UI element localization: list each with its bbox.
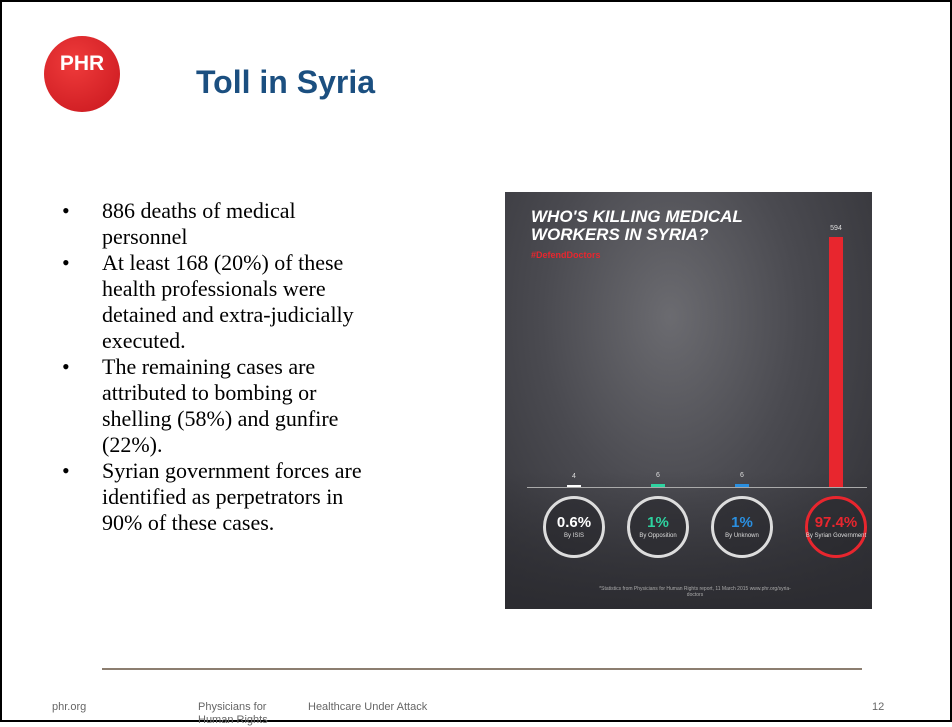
share-value: 97.4% (805, 514, 867, 531)
bullet: The remaining cases are attributed to bo… (62, 354, 362, 458)
share-label: By Opposition (627, 533, 689, 540)
source-note: *Statistics from Physicians for Human Ri… (595, 586, 795, 598)
logo: PHR (44, 36, 120, 112)
bar-count: 594 (816, 225, 856, 232)
bullet: At least 168 (20%) of these health profe… (62, 250, 362, 354)
bar (567, 485, 581, 487)
bar-count: 6 (638, 472, 678, 479)
bar (651, 484, 665, 487)
bar (829, 237, 843, 487)
logo-text: PHR (44, 52, 120, 76)
share-label: By Unknown (711, 533, 773, 540)
baseline (527, 487, 867, 488)
slide: PHR Toll in Syria 886 deaths of medical … (0, 0, 952, 722)
share-value: 1% (711, 514, 773, 531)
footer-site: phr.org (52, 701, 86, 714)
page-number: 12 (872, 701, 884, 714)
page: PHR Toll in Syria 886 deaths of medical … (0, 0, 952, 722)
bullet: 886 deaths of medical personnel (62, 198, 362, 250)
hashtag: #DefendDoctors (531, 250, 601, 260)
slide-title: Toll in Syria (196, 64, 375, 101)
footer-org: Physicians for Human Rights (198, 701, 280, 727)
share-value: 0.6% (543, 514, 605, 531)
bar-count: 4 (554, 473, 594, 480)
footer-rule (102, 668, 862, 670)
bullet: Syrian government forces are identified … (62, 458, 362, 536)
share-label: By ISIS (543, 533, 605, 540)
bar-count: 6 (722, 472, 762, 479)
bullet-list: 886 deaths of medical personnelAt least … (62, 198, 362, 536)
infographic: WHO'S KILLING MEDICAL WORKERS IN SYRIA? … (505, 192, 872, 609)
infographic-title: WHO'S KILLING MEDICAL WORKERS IN SYRIA? (531, 208, 751, 244)
bar (735, 484, 749, 487)
share-value: 1% (627, 514, 689, 531)
footer-topic: Healthcare Under Attack (308, 701, 427, 714)
share-label: By Syrian Government (805, 533, 867, 540)
